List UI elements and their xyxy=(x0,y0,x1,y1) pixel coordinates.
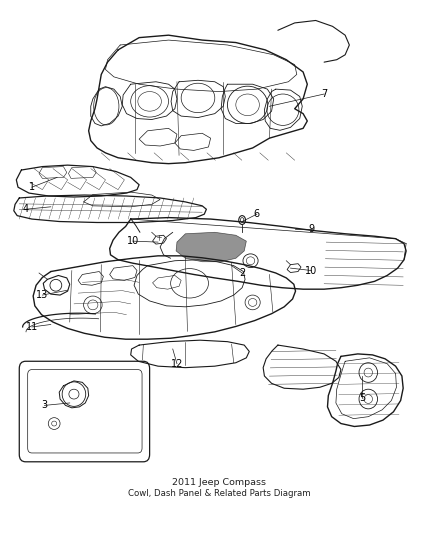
Text: 11: 11 xyxy=(26,322,38,332)
Text: 2: 2 xyxy=(239,268,245,278)
Text: 9: 9 xyxy=(308,224,314,234)
Text: 6: 6 xyxy=(254,209,260,219)
Text: 1: 1 xyxy=(29,182,35,192)
Text: 2011 Jeep Compass: 2011 Jeep Compass xyxy=(172,478,266,487)
Polygon shape xyxy=(176,232,246,262)
Text: 12: 12 xyxy=(171,359,183,369)
Text: 5: 5 xyxy=(359,393,365,403)
Text: 7: 7 xyxy=(321,89,327,99)
Text: 13: 13 xyxy=(36,290,49,300)
Text: 4: 4 xyxy=(22,204,28,214)
Text: Cowl, Dash Panel & Related Parts Diagram: Cowl, Dash Panel & Related Parts Diagram xyxy=(128,489,310,498)
Text: 10: 10 xyxy=(305,265,318,276)
Text: 10: 10 xyxy=(127,236,139,246)
Text: 3: 3 xyxy=(42,400,48,410)
